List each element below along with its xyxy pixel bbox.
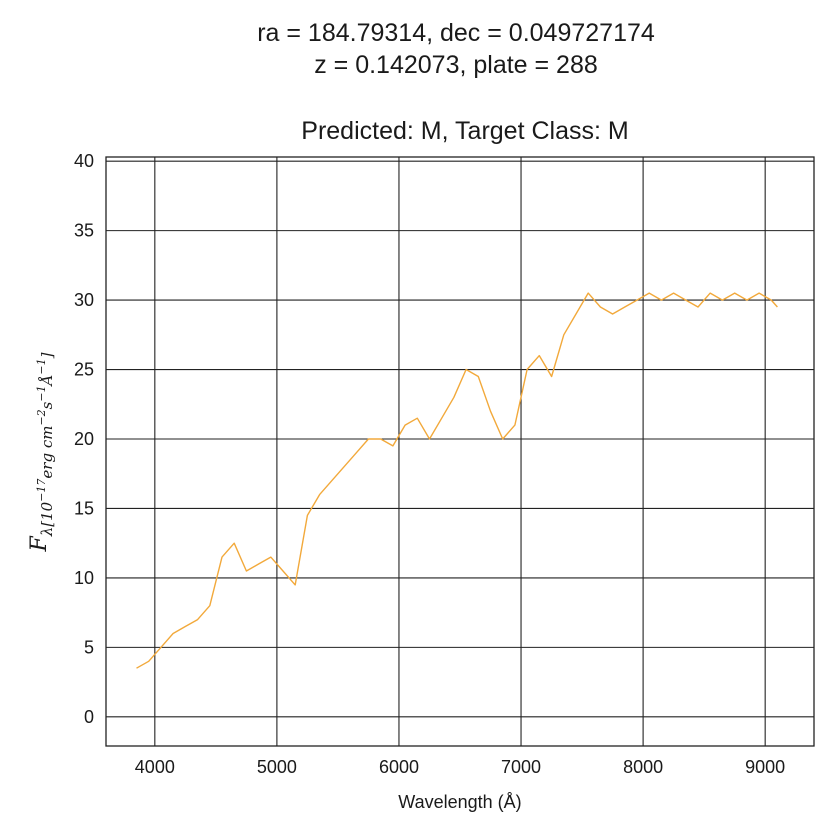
x-tick-label-5: 9000 (745, 757, 785, 777)
series-line-0 (136, 292, 778, 669)
x-tick-label-2: 6000 (379, 757, 419, 777)
chart-subtitle: Predicted: M, Target Class: M (301, 117, 628, 145)
series-layer (136, 292, 778, 669)
x-tick-label-4: 8000 (623, 757, 663, 777)
y-axis-label: Fλ[10−17erg cm−2s−1Å−1] (27, 352, 56, 552)
grid (106, 157, 814, 746)
y-axis-ticks: 0 5 10 15 20 25 30 35 40 (74, 151, 94, 727)
y-axis-label-mid1: erg cm (38, 426, 56, 479)
y-axis-label-mid3: Å (38, 375, 56, 388)
y-axis-label-exp3: −1 (35, 385, 48, 401)
y-axis-label-mid2: s (38, 401, 56, 409)
x-tick-label-3: 7000 (501, 757, 541, 777)
plot-frame (105, 156, 815, 747)
plot-area (106, 157, 814, 746)
y-tick-label-6: 30 (74, 290, 94, 310)
y-axis-label-exp1: −17 (35, 479, 48, 502)
y-tick-label-2: 10 (74, 568, 94, 588)
chart-title-line-1: ra = 184.79314, dec = 0.049727174 (257, 19, 655, 47)
y-axis-label-exp2: −2 (35, 409, 48, 425)
y-tick-label-0: 0 (84, 707, 94, 727)
x-tick-label-0: 4000 (135, 757, 175, 777)
y-axis-label-exp4: −1 (35, 358, 48, 374)
y-tick-label-4: 20 (74, 429, 94, 449)
y-axis-label-end: ] (38, 352, 56, 359)
x-tick-label-1: 5000 (257, 757, 297, 777)
y-tick-label-8: 40 (74, 151, 94, 171)
y-axis-label-main: F (27, 536, 52, 553)
y-tick-label-5: 25 (74, 360, 94, 380)
x-axis-label: Wavelength (Å) (398, 792, 521, 812)
y-axis-label-sub: λ[10 (38, 501, 56, 537)
chart-title-line-2: z = 0.142073, plate = 288 (314, 51, 598, 79)
y-tick-label-3: 15 (74, 498, 94, 518)
y-tick-label-1: 5 (84, 637, 94, 657)
y-tick-label-7: 35 (74, 221, 94, 241)
x-axis-ticks: 4000 5000 6000 7000 8000 9000 (135, 757, 785, 777)
